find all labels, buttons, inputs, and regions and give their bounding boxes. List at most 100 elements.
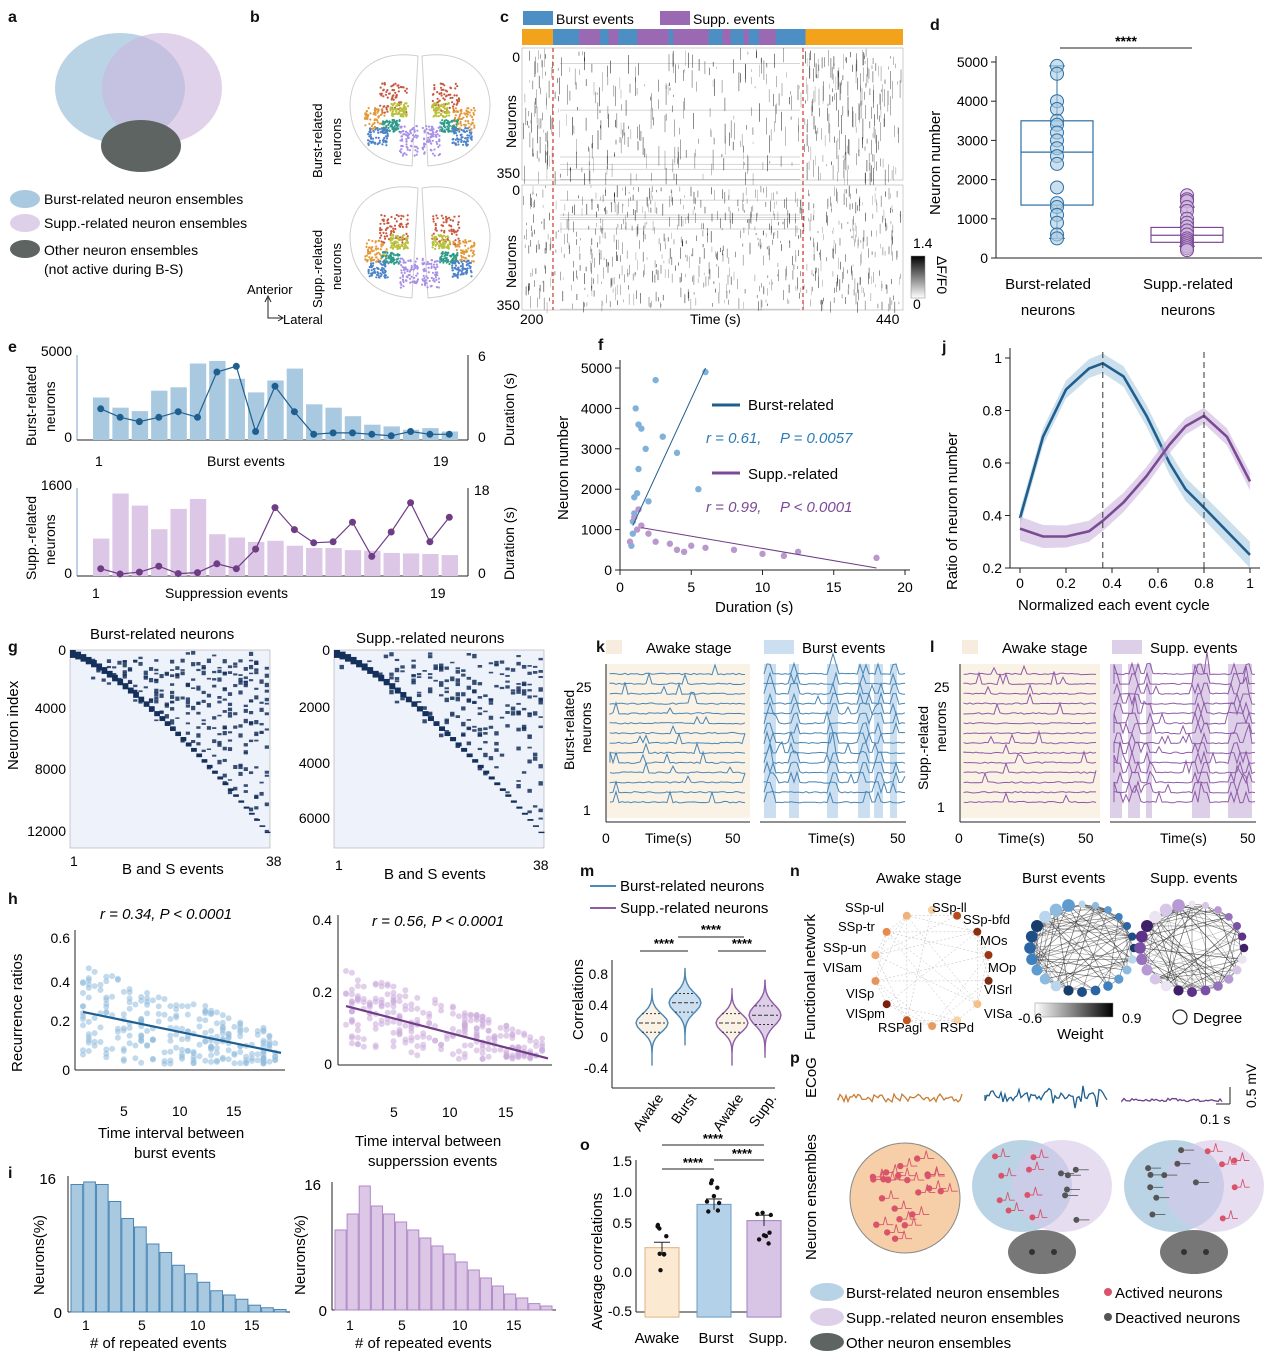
recurrence-point (343, 1021, 349, 1028)
supp-ensemble-ellipse (102, 33, 222, 143)
panel-a-venn (55, 33, 222, 172)
heatmap-recurrence-mark (450, 711, 455, 715)
network-edge (1031, 916, 1046, 960)
heatmap-recurrence-mark (238, 680, 243, 685)
b-lateral-label: Lateral (283, 312, 323, 327)
brain-neuron-dot (465, 130, 468, 133)
brain-neuron-dot (376, 143, 379, 146)
duration-point (290, 526, 298, 534)
brain-neuron-dot (455, 260, 458, 263)
event-bar (267, 540, 284, 576)
recurrence-point (190, 1048, 197, 1055)
brain-neuron-dot (473, 126, 476, 129)
heatmap-diagonal-block (201, 759, 208, 763)
recurrence-point (91, 1038, 98, 1045)
histogram-bar (370, 1205, 383, 1311)
recurrence-point (509, 1035, 516, 1041)
brain-neuron-dot (369, 128, 372, 131)
brain-neuron-dot (375, 248, 378, 251)
brain-neuron-dot (397, 127, 400, 130)
heatmap-recurrence-mark (488, 725, 494, 729)
heatmap-recurrence-mark (248, 651, 254, 656)
n-degree-legend-circle (1172, 1009, 1188, 1025)
brain-neuron-dot (435, 135, 438, 138)
heatmap-recurrence-mark (439, 733, 444, 738)
heatmap-recurrence-mark (477, 732, 483, 737)
network-edge (886, 915, 907, 933)
network-edge (1146, 903, 1193, 971)
brain-neuron-dot (426, 131, 429, 134)
brain-neuron-dot (433, 154, 436, 157)
recurrence-point (515, 1029, 522, 1035)
brain-neuron-dot (384, 274, 388, 277)
recurrence-point (179, 1046, 185, 1053)
histogram-bar (395, 1221, 408, 1311)
brain-neuron-dot (375, 256, 378, 259)
recurrence-point (372, 995, 379, 1002)
o-cat-burst: Burst (698, 1330, 734, 1347)
e-bot-ytick-0: 0 (64, 565, 72, 581)
brain-neuron-dot (464, 137, 467, 140)
heatmap-recurrence-mark (499, 686, 505, 690)
brain-neuron-dot (453, 103, 456, 106)
recurrence-point (202, 1029, 209, 1036)
m-ylabel: Correlations (570, 959, 587, 1040)
brain-neuron-dot (473, 242, 476, 245)
m-ytick-0.4: 0.4 (589, 997, 609, 1013)
subject-point (766, 1241, 771, 1246)
brain-neuron-dot (451, 127, 454, 130)
brain-neuron-dot (453, 215, 456, 218)
awake-ensemble-circle (849, 1142, 961, 1254)
recurrence-point (348, 991, 355, 998)
heatmap-recurrence-mark (516, 702, 521, 705)
brain-neuron-dot (442, 239, 445, 243)
brain-neuron-dot (365, 254, 368, 257)
heatmap-recurrence-mark (264, 770, 269, 774)
heatmap-recurrence-mark (416, 701, 422, 703)
event-bar (247, 392, 265, 440)
brain-neuron-dot (455, 123, 458, 126)
d-cat-burst-2: neurons (1021, 302, 1075, 319)
calcium-trace (763, 709, 906, 726)
calcium-trace (963, 731, 1097, 735)
brain-neuron-dot (464, 239, 467, 242)
brain-neuron-dot (442, 103, 446, 106)
brain-neuron-dot (431, 99, 434, 103)
heatmap-recurrence-mark (185, 697, 190, 702)
brain-neuron-dot (463, 259, 466, 262)
recurrence-point (184, 1003, 191, 1010)
brain-neuron-dot (382, 95, 385, 98)
h-left-xtick-10: 10 (172, 1103, 188, 1119)
brain-neuron-dot (426, 139, 429, 142)
network-node (1039, 910, 1052, 924)
brain-neuron-dot (449, 130, 452, 133)
c-legend-burst-label: Burst events (556, 11, 634, 27)
brain-neuron-dot (440, 238, 443, 242)
brain-neuron-dot (434, 244, 437, 247)
brain-neuron-dot (429, 140, 432, 143)
subject-point (716, 1200, 722, 1206)
heatmap-diagonal-block (133, 692, 139, 698)
recurrence-point (479, 1042, 486, 1049)
brain-neuron-dot (454, 126, 457, 129)
brain-neuron-dot (366, 114, 369, 117)
recurrence-point (213, 1009, 220, 1016)
recurrence-point (473, 1012, 480, 1019)
brain-neuron-dot (396, 247, 399, 251)
data-point (1050, 231, 1064, 246)
brain-neuron-dot (452, 137, 455, 141)
n-title-burst: Burst events (1022, 870, 1105, 887)
recurrence-point (161, 1049, 168, 1056)
f-ytick-label: 1000 (581, 522, 612, 538)
calcium-trace (763, 781, 906, 795)
brain-neuron-dot (445, 128, 448, 131)
brain-map-burst (349, 54, 491, 167)
k-legend-burst-label: Burst events (802, 640, 885, 657)
brain-neuron-dot (456, 138, 459, 141)
brain-neuron-dot (437, 115, 440, 118)
brain-neuron-dot (433, 84, 436, 87)
brain-neuron-dot (394, 82, 397, 85)
heatmap-recurrence-mark (238, 690, 243, 695)
network-edge (1228, 925, 1238, 980)
brain-neuron-dot (406, 146, 409, 149)
